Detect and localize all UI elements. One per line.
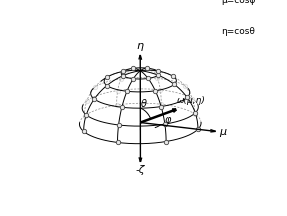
Text: μ=cosφ: μ=cosφ — [221, 0, 255, 5]
Text: η=cosθ: η=cosθ — [221, 27, 255, 36]
